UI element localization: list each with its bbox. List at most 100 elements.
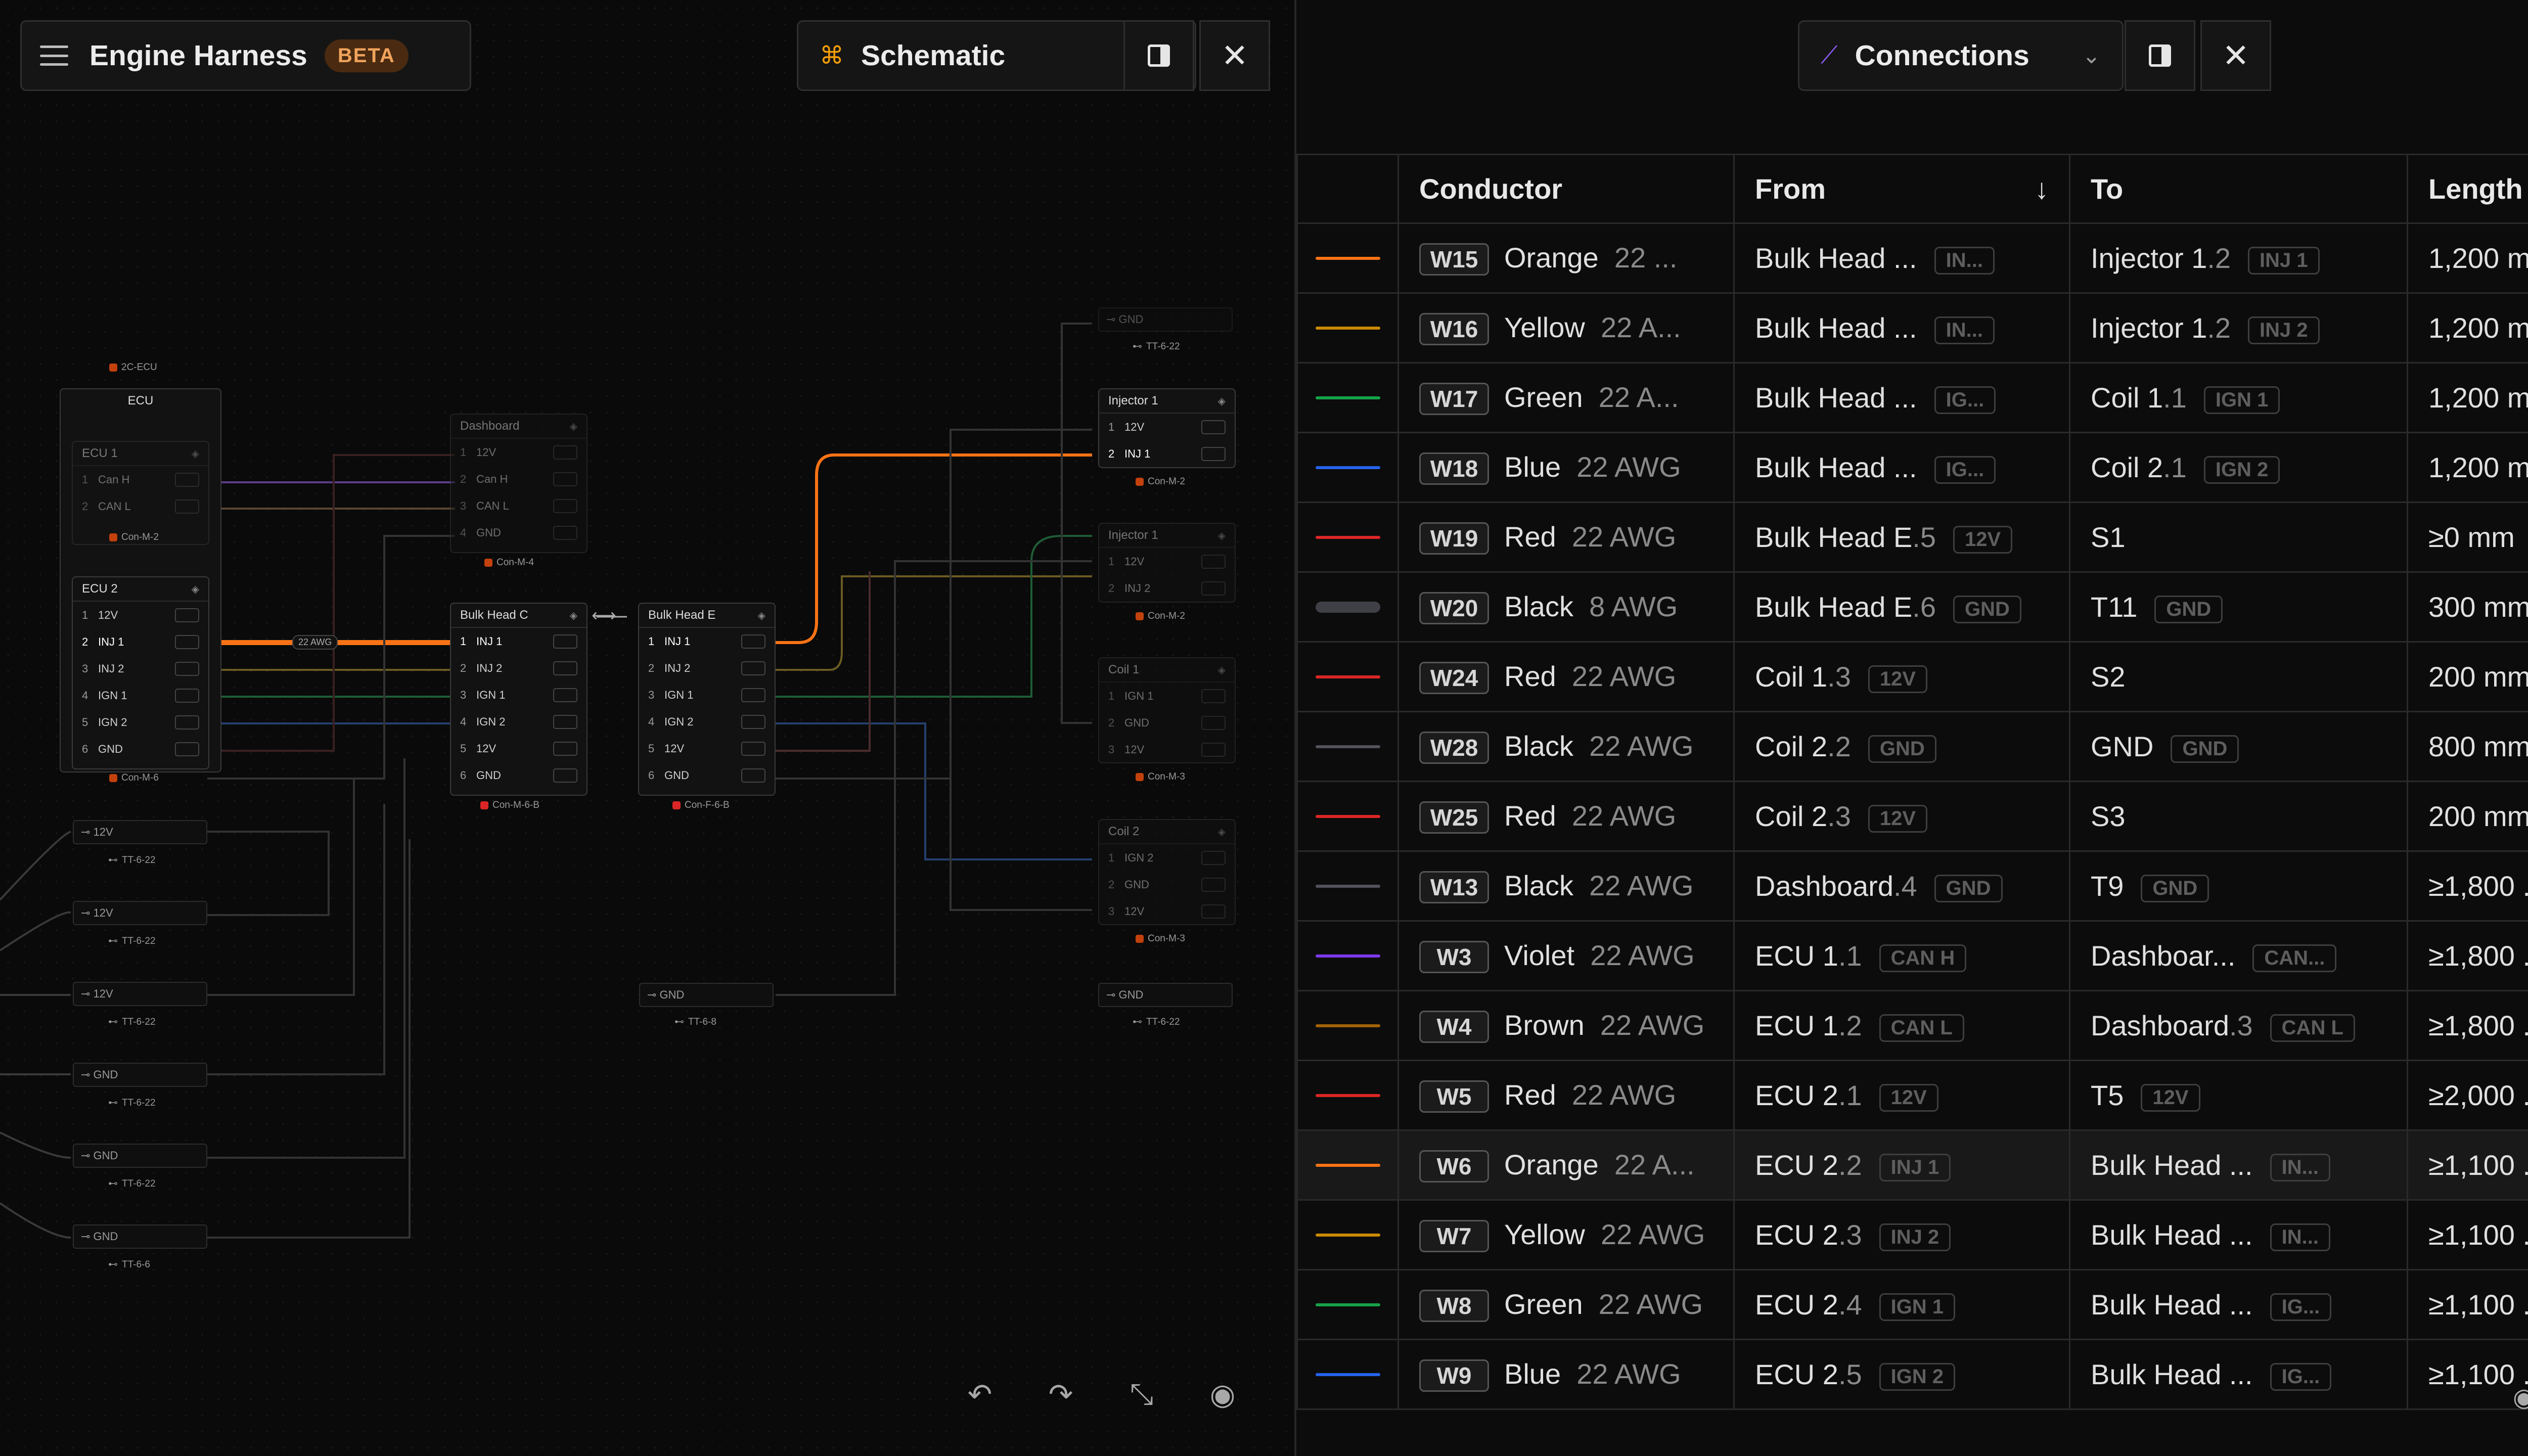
from-cell[interactable]: Bulk Head E.6 GND [1733, 571, 2070, 643]
injector1b-node[interactable]: Injector 1 ◈ 1 12V 2 INJ 2 [1098, 523, 1236, 603]
ecu2-pin-6[interactable]: 6 GND [73, 736, 208, 762]
terminal-gnd-mid[interactable]: ⊸ GND [639, 983, 774, 1007]
conductor-cell[interactable]: W8 Green 22 AWG [1397, 1269, 1735, 1340]
table-row[interactable]: W17 Green 22 A... Bulk Head ... IG... Coil 1… [1296, 362, 2528, 433]
bulkhead-c-pin-3[interactable]: 3 IGN 1 [451, 681, 586, 708]
eye-icon[interactable]: ◉ [1209, 1378, 1236, 1411]
injector1b-pin-1[interactable]: 1 12V [1099, 548, 1235, 575]
ecu1-pin-2[interactable]: 2 CAN L [73, 493, 208, 520]
ecu2-pin-1[interactable]: 1 12V [73, 602, 208, 628]
to-cell[interactable]: S1 [2069, 502, 2408, 573]
ecu1-node[interactable]: ECU 1 ◈ 1 Can H 2 CAN L [72, 441, 209, 545]
table-row[interactable]: W24 Red 22 AWG Coil 1.3 12V S2 200 mm [1296, 641, 2528, 712]
terminal-gnd-top[interactable]: ⊸ GND [1098, 307, 1233, 332]
table-row[interactable]: W6 Orange 22 A... ECU 2.2 INJ 1 Bulk Head ..… [1296, 1129, 2528, 1201]
bulkhead-c-pin-1[interactable]: 1 INJ 1 [451, 628, 586, 655]
to-cell[interactable]: S2 [2069, 641, 2408, 712]
coil1-node[interactable]: Coil 1 ◈ 1 IGN 1 2 GND 3 12V [1098, 657, 1236, 763]
to-cell[interactable]: Bulk Head ... IG... [2069, 1339, 2408, 1410]
to-cell[interactable]: GND GND [2069, 711, 2408, 782]
conductor-cell[interactable]: W28 Black 22 AWG [1397, 711, 1735, 782]
bulkhead-e-pin-6[interactable]: 6 GND [639, 762, 775, 789]
header-length[interactable]: Length [2407, 154, 2528, 224]
bulkhead-e-pin-1[interactable]: 1 INJ 1 [639, 628, 775, 655]
bulkhead-c-pin-2[interactable]: 2 INJ 2 [451, 655, 586, 681]
wire-gauge-label[interactable]: 22 AWG [292, 635, 338, 650]
dashboard-pin-4[interactable]: 4 GND [451, 519, 586, 546]
from-cell[interactable]: Bulk Head ... IG... [1733, 362, 2070, 433]
from-cell[interactable]: ECU 1.2 CAN L [1733, 990, 2070, 1061]
conductor-cell[interactable]: W9 Blue 22 AWG [1397, 1339, 1735, 1410]
from-cell[interactable]: ECU 2.3 INJ 2 [1733, 1199, 2070, 1270]
table-row[interactable]: W8 Green 22 AWG ECU 2.4 IGN 1 Bulk Head ... I… [1296, 1269, 2528, 1340]
menu-icon[interactable] [40, 46, 68, 66]
length-cell[interactable]: ≥1,800 ... [2407, 850, 2528, 922]
to-cell[interactable]: Bulk Head ... IN... [2069, 1199, 2408, 1270]
length-cell[interactable]: 300 mm [2407, 571, 2528, 643]
to-cell[interactable]: Coil 2.1 IGN 2 [2069, 432, 2408, 503]
terminal-left-1[interactable]: ⊸ 12V [73, 820, 207, 844]
bulkhead-e-pin-2[interactable]: 2 INJ 2 [639, 655, 775, 681]
terminal-left-6[interactable]: ⊸ GND [73, 1224, 207, 1249]
bulkhead-e-pin-4[interactable]: 4 IGN 2 [639, 708, 775, 735]
close-left-button[interactable]: ✕ [1199, 20, 1270, 91]
length-cell[interactable]: 1,200 mm [2407, 362, 2528, 433]
schematic-pane[interactable]: 22 AWG ⟷ 2C-ECU ECU ECU 1 ◈ 1 Can H 2 CAN L… [0, 0, 1294, 1456]
dashboard-node[interactable]: Dashboard ◈ 1 12V 2 Can H 3 CAN L 4 GND [450, 414, 588, 553]
ecu2-pin-3[interactable]: 3 INJ 2 [73, 655, 208, 682]
length-cell[interactable]: ≥1,100 ... [2407, 1129, 2528, 1201]
conductor-cell[interactable]: W4 Brown 22 AWG [1397, 990, 1735, 1061]
to-cell[interactable]: Injector 1.2 INJ 2 [2069, 292, 2408, 363]
bulkhead-c-pin-6[interactable]: 6 GND [451, 762, 586, 789]
to-cell[interactable]: T5 12V [2069, 1060, 2408, 1131]
table-row[interactable]: W9 Blue 22 AWG ECU 2.5 IGN 2 Bulk Head ... IG… [1296, 1339, 2528, 1410]
from-cell[interactable]: Coil 2.3 12V [1733, 781, 2070, 852]
conductor-cell[interactable]: W25 Red 22 AWG [1397, 781, 1735, 852]
from-cell[interactable]: ECU 2.2 INJ 1 [1733, 1129, 2070, 1201]
injector1b-pin-2[interactable]: 2 INJ 2 [1099, 575, 1235, 602]
bulkhead-c-pin-4[interactable]: 4 IGN 2 [451, 708, 586, 735]
from-cell[interactable]: Coil 2.2 GND [1733, 711, 2070, 782]
conductor-cell[interactable]: W18 Blue 22 AWG [1397, 432, 1735, 503]
conductor-cell[interactable]: W20 Black 8 AWG [1397, 571, 1735, 643]
redo-icon[interactable]: ↷ [1048, 1378, 1073, 1411]
to-cell[interactable]: T11 GND [2069, 571, 2408, 643]
from-cell[interactable]: Bulk Head E.5 12V [1733, 502, 2070, 573]
table-row[interactable]: W28 Black 22 AWG Coil 2.2 GND GND GND 800 mm [1296, 711, 2528, 782]
length-cell[interactable]: ≥2,000 ... [2407, 1060, 2528, 1131]
header-to[interactable]: To [2069, 154, 2408, 224]
conductor-cell[interactable]: W7 Yellow 22 AWG [1397, 1199, 1735, 1270]
length-cell[interactable]: ≥1,800 ... [2407, 990, 2528, 1061]
length-cell[interactable]: ≥1,100 ... [2407, 1269, 2528, 1340]
table-row[interactable]: W7 Yellow 22 AWG ECU 2.3 INJ 2 Bulk Head ...… [1296, 1199, 2528, 1270]
table-row[interactable]: W13 Black 22 AWG Dashboard.4 GND T9 GND ≥1,800… [1296, 850, 2528, 922]
undo-icon[interactable]: ↶ [967, 1378, 992, 1411]
table-row[interactable]: W4 Brown 22 AWG ECU 1.2 CAN L Dashboard.3 CAN… [1296, 990, 2528, 1061]
conductor-cell[interactable]: W24 Red 22 AWG [1397, 641, 1735, 712]
from-cell[interactable]: ECU 1.1 CAN H [1733, 920, 2070, 991]
from-cell[interactable]: ECU 2.4 IGN 1 [1733, 1269, 2070, 1340]
length-cell[interactable]: ≥0 mm [2407, 502, 2528, 573]
length-cell[interactable]: 200 mm [2407, 781, 2528, 852]
header-conductor[interactable]: Conductor [1397, 154, 1735, 224]
from-cell[interactable]: Bulk Head ... IN... [1733, 222, 2070, 294]
length-cell[interactable]: 200 mm [2407, 641, 2528, 712]
ecu2-node[interactable]: ECU 2 ◈ 1 12V 2 INJ 1 3 INJ 2 4 IGN 1 5 IGN 2 … [72, 576, 209, 769]
eye-icon[interactable]: ◉ [2513, 1383, 2528, 1412]
conductor-cell[interactable]: W19 Red 22 AWG [1397, 502, 1735, 573]
terminal-left-5[interactable]: ⊸ GND [73, 1144, 207, 1168]
terminal-left-2[interactable]: ⊸ 12V [73, 901, 207, 925]
bulkhead-c-pin-5[interactable]: 5 12V [451, 735, 586, 762]
from-cell[interactable]: ECU 2.5 IGN 2 [1733, 1339, 2070, 1410]
table-row[interactable]: W15 Orange 22 ... Bulk Head ... IN... Inject… [1296, 222, 2528, 294]
coil2-node[interactable]: Coil 2 ◈ 1 IGN 2 2 GND 3 12V [1098, 819, 1236, 925]
table-row[interactable]: W5 Red 22 AWG ECU 2.1 12V T5 12V ≥2,000 ... [1296, 1060, 2528, 1131]
table-row[interactable]: W20 Black 8 AWG Bulk Head E.6 GND T11 GND 300 … [1296, 571, 2528, 643]
to-cell[interactable]: Dashboar... CAN... [2069, 920, 2408, 991]
length-cell[interactable]: 1,200 mm [2407, 222, 2528, 294]
coil1-pin-1[interactable]: 1 IGN 1 [1099, 682, 1235, 709]
conductor-cell[interactable]: W5 Red 22 AWG [1397, 1060, 1735, 1131]
bulkhead-c-node[interactable]: Bulk Head C ◈ 1 INJ 1 2 INJ 2 3 IGN 1 4 IGN 2… [450, 603, 588, 796]
to-cell[interactable]: Bulk Head ... IG... [2069, 1269, 2408, 1340]
to-cell[interactable]: Bulk Head ... IN... [2069, 1129, 2408, 1201]
